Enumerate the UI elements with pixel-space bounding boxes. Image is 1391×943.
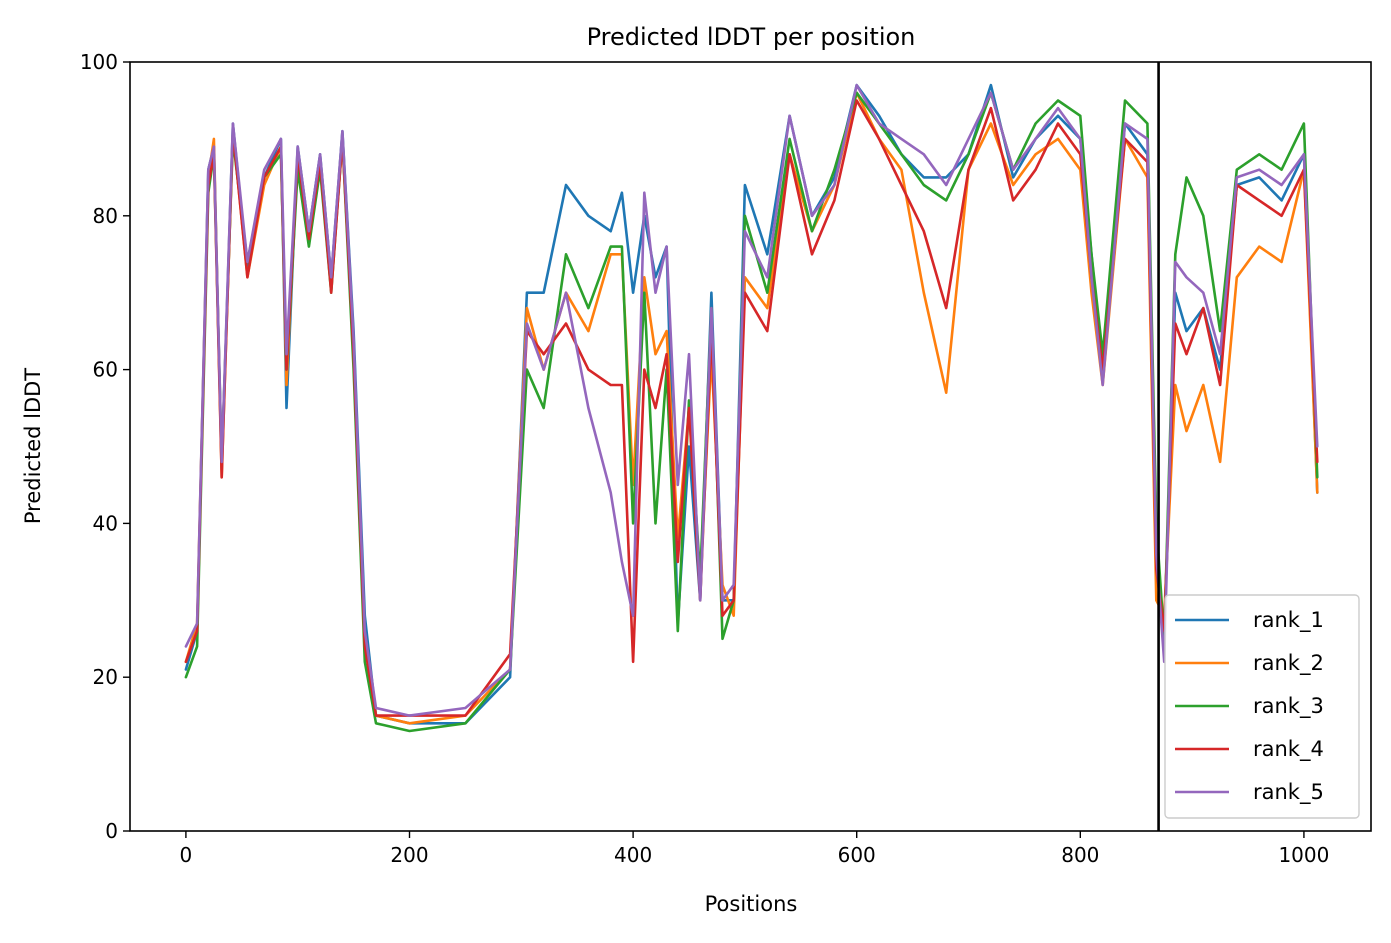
- y-tick-label: 80: [93, 204, 118, 228]
- plot-area: 0 200 400 600 800 1000 0 20 40 60 80 100: [80, 50, 1372, 867]
- x-tick-label: 0: [180, 843, 193, 867]
- axes-frame: [129, 61, 1372, 832]
- y-tick-label: 60: [93, 358, 118, 382]
- x-tick-label: 400: [614, 843, 652, 867]
- legend: rank_1 rank_2 rank_3 rank_4 rank_5: [1164, 594, 1360, 819]
- y-tick-label: 0: [105, 819, 118, 843]
- x-tick-label: 800: [1061, 843, 1099, 867]
- x-tick-label: 1000: [1278, 843, 1329, 867]
- y-tick-label: 100: [80, 50, 118, 74]
- legend-label-rank-2: rank_2: [1253, 651, 1324, 676]
- legend-box: [1164, 594, 1360, 819]
- legend-label-rank-1: rank_1: [1253, 608, 1324, 633]
- y-tick-label: 20: [93, 665, 118, 689]
- series-line-rank-5: [184, 83, 1319, 717]
- y-axis-title: Predicted lDDT: [21, 368, 45, 524]
- x-tick-label: 600: [838, 843, 876, 867]
- legend-label-rank-5: rank_5: [1253, 780, 1324, 805]
- x-tick-label: 200: [390, 843, 428, 867]
- x-axis-title: Positions: [705, 892, 798, 916]
- legend-label-rank-3: rank_3: [1253, 694, 1324, 719]
- chart-title: Predicted lDDT per position: [587, 23, 916, 51]
- legend-label-rank-4: rank_4: [1253, 737, 1324, 762]
- y-tick-label: 40: [93, 511, 118, 535]
- series-lines: [184, 83, 1319, 733]
